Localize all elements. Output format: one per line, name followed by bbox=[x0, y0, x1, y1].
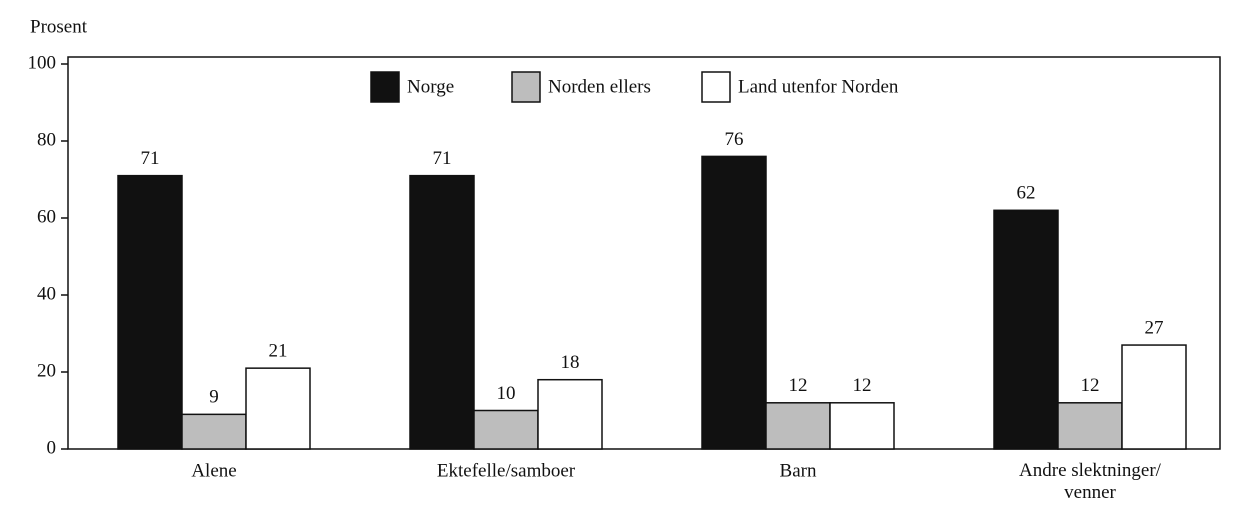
legend-label: Norden ellers bbox=[548, 76, 651, 97]
bar bbox=[537, 378, 603, 450]
bar bbox=[245, 367, 311, 450]
value-label: 12 bbox=[1081, 375, 1100, 396]
value-label: 9 bbox=[209, 387, 219, 408]
bar bbox=[993, 209, 1059, 450]
legend-swatch bbox=[701, 71, 731, 103]
y-tick-label: 60 bbox=[37, 206, 56, 227]
value-label: 27 bbox=[1145, 317, 1164, 338]
bar bbox=[765, 402, 831, 450]
value-label: 71 bbox=[433, 148, 452, 169]
bar bbox=[473, 409, 539, 450]
bar bbox=[181, 413, 247, 450]
bar bbox=[701, 155, 767, 450]
x-tick-label: Alene bbox=[191, 460, 236, 481]
legend-label: Land utenfor Norden bbox=[738, 76, 899, 97]
value-label: 12 bbox=[789, 375, 808, 396]
bar bbox=[1121, 344, 1187, 450]
y-axis-label: Prosent bbox=[30, 16, 88, 37]
x-tick-label: Ektefelle/samboer bbox=[437, 460, 576, 481]
value-label: 76 bbox=[725, 129, 744, 150]
y-tick-label: 80 bbox=[37, 129, 56, 150]
legend-label: Norge bbox=[407, 76, 454, 97]
value-label: 10 bbox=[497, 383, 516, 404]
bar bbox=[117, 174, 183, 450]
bar bbox=[1057, 402, 1123, 450]
legend-swatch bbox=[511, 71, 541, 103]
bar bbox=[829, 402, 895, 450]
x-tick-label: Andre slektninger/venner bbox=[1019, 460, 1162, 503]
y-tick-label: 20 bbox=[37, 360, 56, 381]
x-tick-label: Barn bbox=[780, 460, 817, 481]
value-label: 21 bbox=[269, 341, 288, 362]
value-label: 12 bbox=[853, 375, 872, 396]
value-label: 62 bbox=[1017, 183, 1036, 204]
y-tick-label: 0 bbox=[47, 437, 57, 458]
value-label: 18 bbox=[561, 352, 580, 373]
value-label: 71 bbox=[141, 148, 160, 169]
bar bbox=[409, 174, 475, 450]
y-tick-label: 40 bbox=[37, 283, 56, 304]
y-tick-label: 100 bbox=[28, 52, 57, 73]
legend-swatch bbox=[370, 71, 400, 103]
plot-frame bbox=[67, 56, 1221, 450]
